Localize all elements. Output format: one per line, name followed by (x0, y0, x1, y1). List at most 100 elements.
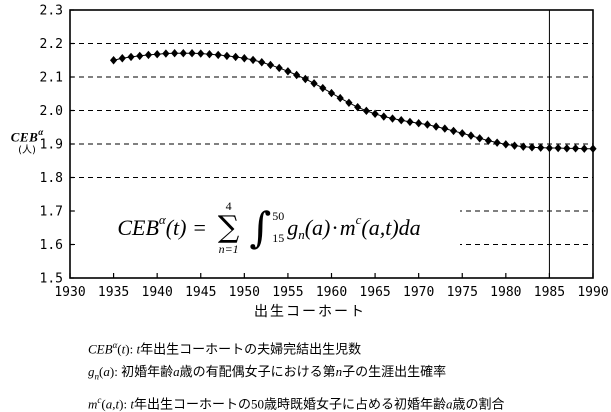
data-point-diamond (293, 70, 301, 80)
data-point-diamond (275, 63, 283, 73)
formula-term1-var: g (287, 215, 299, 240)
data-point-diamond (354, 102, 362, 112)
data-point-diamond (232, 52, 240, 62)
svg-text:1990: 1990 (577, 285, 608, 300)
svg-text:1970: 1970 (403, 285, 434, 300)
note-token: c (97, 394, 102, 405)
svg-text:2.0: 2.0 (40, 104, 63, 119)
note-token: t (130, 396, 134, 412)
note-line: CEBα(t): t年出生コーホートの夫婦完結出生児数 (88, 337, 504, 357)
note-token: a (445, 396, 453, 412)
sigma-symbol: ∑ (217, 210, 240, 245)
note-token: 年出生コーホートの夫婦完結出生児数 (140, 341, 362, 357)
data-point-diamond (484, 136, 492, 145)
svg-text:1.9: 1.9 (40, 138, 63, 153)
data-point-diamond (205, 50, 214, 59)
svg-text:1.5: 1.5 (40, 272, 63, 287)
data-point-diamond (467, 131, 475, 140)
svg-text:1960: 1960 (316, 285, 347, 300)
data-point-diamond (415, 119, 423, 128)
note-token: : (114, 364, 122, 380)
formula-sum-lower: n=1 (218, 242, 239, 256)
note-token: a (105, 396, 113, 412)
svg-text:1980: 1980 (490, 285, 521, 300)
data-point-diamond (502, 140, 510, 149)
note-token: 初婚年齢 (121, 364, 174, 380)
data-point-diamond (345, 98, 353, 107)
data-point-diamond (371, 109, 379, 119)
y-axis-label-line1: CEBα (2, 127, 52, 146)
note-token: g (88, 364, 95, 380)
note-token: ( (101, 396, 106, 412)
notes: CEBα(t): t年出生コーホートの夫婦完結出生児数 gn(a): 初婚年齢a歳… (88, 337, 504, 412)
formula-lhs-sup: α (158, 212, 166, 227)
svg-text:1.7: 1.7 (40, 205, 63, 220)
data-point-diamond (571, 144, 580, 153)
note-token: 子の生涯出生確率 (342, 364, 447, 380)
data-point-diamond (153, 50, 161, 59)
note-token: 年出生コーホートの50歳時既婚女子に占める初婚年齢 (133, 396, 446, 412)
data-point-diamond (589, 144, 597, 153)
note-token: ( (99, 364, 104, 380)
data-point-diamond (109, 56, 118, 65)
formula-differential: da (398, 215, 421, 240)
svg-text:1940: 1940 (142, 285, 173, 300)
svg-text:1935: 1935 (98, 285, 129, 300)
data-point-diamond (118, 54, 126, 63)
formula-term2-sup: c (355, 212, 362, 227)
data-point-diamond (136, 51, 144, 61)
note-token: n (94, 371, 100, 382)
formula-integral-limits: 50 15 (271, 208, 284, 248)
data-point-diamond (476, 134, 484, 143)
data-point-diamond (493, 138, 501, 147)
note-token: t (136, 341, 141, 357)
data-point-diamond (223, 51, 231, 61)
formula-dot: · (331, 215, 339, 240)
note-token: a (103, 364, 110, 380)
formula-lhs-arg: (t) (165, 215, 187, 240)
data-point-diamond (240, 54, 248, 63)
formula-term2-arg: (a,t) (361, 215, 399, 240)
note-token: ( (117, 341, 122, 357)
svg-text:1955: 1955 (272, 285, 303, 300)
data-point-diamond (171, 49, 179, 58)
note-token: m (88, 396, 98, 412)
axis-ticks (69, 9, 594, 279)
x-tick-labels: 1930 1935 1940 1945 1950 1955 1960 1965 1970 1975… (54, 285, 608, 300)
note-token: ) (109, 364, 115, 380)
formula-term1-sub: n (298, 227, 305, 242)
y-axis-unit: (人) (18, 145, 36, 157)
note-token: : (123, 396, 131, 412)
svg-text:2.2: 2.2 (40, 37, 63, 52)
y-axis-label-sup: α (38, 127, 44, 137)
formula-lhs-var: CEB (117, 215, 159, 240)
formula-integral: ∫ 50 15 (249, 207, 284, 249)
data-point-diamond (127, 52, 135, 62)
note-token: ) (125, 341, 130, 357)
data-point-diamond (249, 55, 257, 65)
svg-text:2.3: 2.3 (40, 4, 63, 19)
y-axis-label: CEBα (人) (2, 127, 52, 157)
note-token: 歳の割合 (452, 396, 505, 412)
svg-text:1950: 1950 (229, 285, 260, 300)
formula-sum: 4 ∑ n=1 (217, 199, 240, 256)
data-point-diamond (188, 49, 196, 58)
data-point-diamond (432, 122, 440, 131)
svg-text:1985: 1985 (534, 285, 565, 300)
data-point-diamond (528, 143, 536, 152)
data-point-diamond (214, 50, 222, 60)
data-point-diamond (301, 74, 309, 84)
svg-text:1.6: 1.6 (40, 238, 63, 253)
note-token: α (112, 340, 118, 350)
data-point-diamond (179, 49, 187, 58)
data-point-diamond (380, 112, 388, 121)
note-token: a (173, 364, 180, 380)
svg-text:1930: 1930 (54, 285, 85, 300)
data-point-diamond (554, 143, 562, 153)
data-point-diamond (537, 143, 545, 152)
formula-term1-arg: (a) (304, 215, 331, 240)
data-point-diamond (284, 67, 292, 76)
data-point-diamond (545, 143, 554, 153)
data-point-diamond (510, 141, 519, 150)
data-point-diamond (423, 120, 431, 129)
